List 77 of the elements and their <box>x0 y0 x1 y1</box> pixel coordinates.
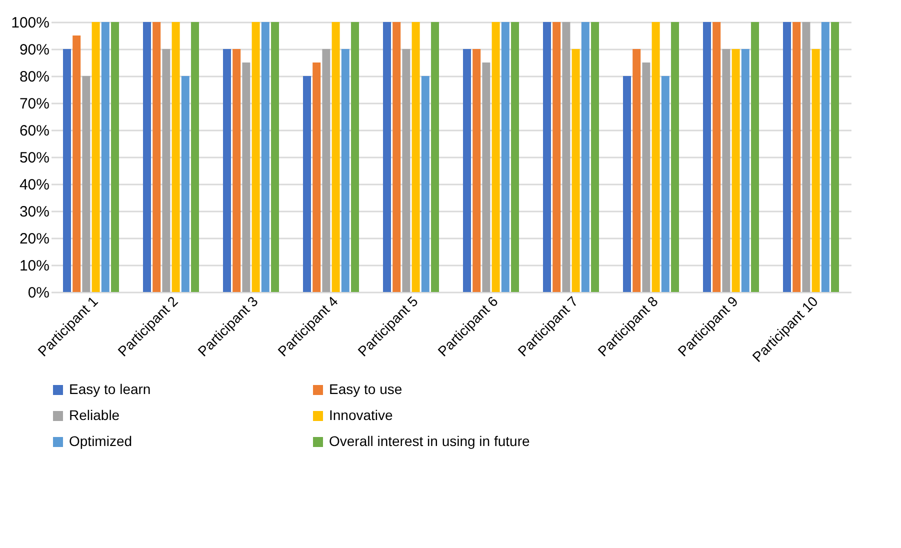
bar <box>172 22 180 292</box>
bar <box>703 22 711 292</box>
bar <box>623 76 631 292</box>
bar <box>303 76 311 292</box>
bar <box>232 49 241 292</box>
legend-label: Reliable <box>69 407 120 423</box>
bar <box>501 22 510 292</box>
bar <box>751 22 759 292</box>
bar <box>591 22 599 292</box>
y-tick-label: 90% <box>19 42 50 58</box>
bar <box>812 49 820 292</box>
bar <box>543 22 551 292</box>
bar <box>472 49 481 292</box>
bar <box>351 22 359 292</box>
bar <box>82 76 90 292</box>
bar <box>581 22 590 292</box>
bar <box>642 62 650 292</box>
bar <box>421 76 430 292</box>
y-tick-label: 30% <box>19 204 50 220</box>
bar <box>562 22 570 292</box>
bar <box>712 22 721 292</box>
bar <box>92 22 100 292</box>
bar <box>181 76 190 292</box>
legend-label: Easy to use <box>329 381 402 397</box>
bar <box>732 49 740 292</box>
bar <box>661 76 670 292</box>
bar <box>392 22 401 292</box>
legend-label: Innovative <box>329 407 394 423</box>
bar <box>402 49 410 292</box>
legend-label: Easy to learn <box>69 381 151 397</box>
bar <box>332 22 340 292</box>
bar <box>671 22 679 292</box>
bar <box>412 22 420 292</box>
y-tick-label: 100% <box>11 14 50 32</box>
bar <box>312 62 321 292</box>
bar <box>271 22 279 292</box>
bar <box>632 49 641 292</box>
legend-label: Overall interest in using in future <box>329 433 530 449</box>
bar <box>143 22 151 292</box>
bar <box>722 49 730 292</box>
bar <box>511 22 519 292</box>
bar <box>223 49 231 292</box>
bar <box>463 49 471 292</box>
bar <box>652 22 660 292</box>
y-tick-label: 60% <box>19 122 50 140</box>
bar <box>252 22 260 292</box>
legend-label: Optimized <box>69 433 132 449</box>
bar <box>431 22 439 292</box>
bar <box>191 22 199 292</box>
bar <box>111 22 119 292</box>
bar <box>261 22 270 292</box>
bar <box>552 22 561 292</box>
y-tick-label: 40% <box>19 176 50 194</box>
bar <box>383 22 391 292</box>
bar <box>741 49 750 292</box>
bar <box>341 49 350 292</box>
bar <box>101 22 110 292</box>
y-tick-label: 10% <box>19 258 50 274</box>
y-tick-label: 20% <box>19 230 50 248</box>
y-tick-label: 0% <box>28 284 50 302</box>
bar <box>792 22 801 292</box>
y-tick-label: 50% <box>19 150 50 166</box>
bar <box>322 49 330 292</box>
bar <box>821 22 830 292</box>
bar <box>63 49 71 292</box>
bar <box>492 22 500 292</box>
bar <box>831 22 839 292</box>
bar <box>783 22 791 292</box>
y-tick-label: 70% <box>19 96 50 112</box>
bar <box>572 49 580 292</box>
y-tick-label: 80% <box>19 68 50 86</box>
bar <box>802 22 810 292</box>
bar <box>242 62 250 292</box>
bar <box>72 36 81 292</box>
bar <box>162 49 170 292</box>
bar <box>152 22 161 292</box>
bar <box>482 62 490 292</box>
